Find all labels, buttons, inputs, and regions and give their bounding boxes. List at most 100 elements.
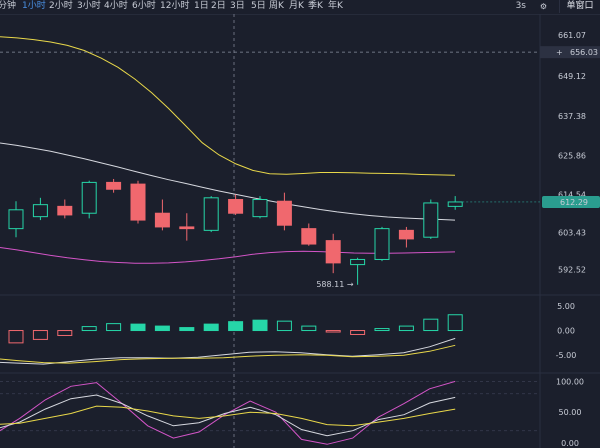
timeframe-tab-8[interactable]: 2日 [211, 1, 226, 11]
timeframe-tab-13[interactable]: 季K [308, 1, 323, 11]
candle-0 [8, 201, 24, 238]
candle-body-11 [276, 200, 292, 226]
macd-bar-16 [398, 325, 414, 332]
candle-body-16 [398, 229, 414, 240]
macd-bar-9 [228, 321, 244, 332]
interval-label: 3s [515, 1, 526, 11]
candle-body-15 [374, 228, 390, 260]
macd-dea-line [0, 344, 456, 364]
boll-upper-line [0, 36, 456, 176]
macd-bar-5 [130, 323, 146, 332]
macd-y-tick-1: 0.00 [557, 327, 575, 336]
timeframe-tab-9[interactable]: 3日 [230, 1, 245, 11]
candle-body-6 [154, 212, 170, 228]
candle-5 [130, 180, 146, 224]
kdj-y-tick-2: 0.00 [561, 439, 579, 448]
macd-bar-1 [32, 330, 48, 340]
macd-bar-8 [203, 323, 219, 332]
macd-bar-13 [325, 330, 341, 333]
macd-bar-12 [301, 325, 317, 332]
candle-4 [106, 178, 122, 193]
kdj-y-tick-1: 50.00 [559, 408, 582, 417]
current-price-tag [542, 195, 600, 208]
macd-y-tick-0: 5.00 [557, 302, 575, 311]
candle-17 [423, 199, 439, 239]
macd-bar-3 [81, 326, 97, 332]
min-price-label: 588.11 → [316, 280, 354, 289]
candle-3 [81, 180, 97, 219]
candle-body-17 [423, 202, 439, 238]
kdj-y-tick-0: 100.00 [556, 377, 584, 386]
candle-2 [57, 199, 73, 219]
candle-body-12 [301, 228, 317, 245]
kdj-k-line [0, 394, 456, 437]
main-y-tick-0: 661.07 [558, 31, 586, 40]
candle-body-3 [81, 181, 97, 214]
candle-body-2 [57, 205, 73, 216]
main-y-tick-2: 637.38 [558, 112, 586, 121]
timeframe-tab-10[interactable]: 5日 [251, 1, 266, 11]
candle-8 [203, 196, 219, 233]
macd-bar-10 [252, 319, 268, 332]
candle-15 [374, 226, 390, 262]
candle-6 [154, 199, 170, 231]
candle-body-18 [447, 201, 463, 207]
macd-bar-17 [423, 318, 439, 332]
grid [0, 14, 600, 448]
boll-mid-line [0, 142, 456, 221]
candle-12 [301, 223, 317, 246]
kdj-j-line [0, 380, 456, 445]
kdj-d-line [0, 405, 456, 427]
macd-bar-11 [276, 320, 292, 332]
macd-bar-14 [350, 330, 366, 335]
candle-13 [325, 233, 341, 274]
crosshair-price-box [540, 46, 600, 59]
timeframe-tab-11[interactable]: 周K [269, 1, 284, 11]
macd-bar-7 [179, 327, 195, 332]
timeframe-tab-7[interactable]: 1日 [194, 1, 209, 11]
macd-y-tick-2: -5.00 [556, 351, 577, 360]
candle-body-0 [8, 209, 24, 230]
timeframe-tab-12[interactable]: 月K [289, 1, 304, 11]
timeframe-tab-3[interactable]: 3小时 [77, 1, 101, 11]
macd-bar-6 [154, 325, 170, 332]
candle-body-7 [179, 226, 195, 230]
candle-body-14 [350, 258, 366, 266]
main-y-tick-3: 625.86 [558, 151, 586, 160]
candle-16 [398, 226, 414, 248]
macd-bar-2 [57, 330, 73, 336]
crosshair-plus-icon: + [556, 48, 563, 57]
main-y-tick-1: 649.12 [558, 72, 586, 81]
timeframe-tab-5[interactable]: 6小时 [132, 1, 156, 11]
current-price-label: 612.29 [560, 198, 588, 207]
window-mode-button[interactable]: 单窗口 [559, 0, 600, 13]
macd-bar-4 [106, 323, 122, 332]
candle-10 [252, 196, 268, 219]
candle-body-1 [32, 204, 48, 218]
candle-1 [32, 197, 48, 221]
macd-bar-0 [8, 330, 24, 344]
macd-dif-line [0, 337, 456, 365]
window-mode-label: 单窗口 [566, 1, 594, 11]
main-y-tick-6: 592.52 [558, 266, 586, 275]
macd-bar-18 [447, 314, 463, 332]
candle-body-10 [252, 199, 268, 218]
settings-icon[interactable]: ⚙ [539, 2, 547, 11]
candle-body-4 [106, 181, 122, 190]
timeframe-tab-6[interactable]: 12小时 [160, 1, 190, 11]
timeframe-tab-14[interactable]: 年K [328, 1, 343, 11]
timeframe-tab-1[interactable]: 1小时 [22, 1, 46, 11]
candle-body-9 [228, 199, 244, 214]
candle-7 [179, 213, 195, 241]
timeframe-toolbar: 3s ⚙ 单窗口 分钟 1小时 2小时 3小时 4小时 6小时 12小时 1日 2日 3日 5日 周K… [0, 0, 600, 15]
main-y-tick-5: 603.43 [558, 228, 586, 237]
macd-bar-15 [374, 328, 390, 332]
candle-body-8 [203, 197, 219, 231]
candle-11 [276, 192, 292, 231]
timeframe-tab-2[interactable]: 2小时 [49, 1, 73, 11]
timeframe-tab-4[interactable]: 4小时 [104, 1, 128, 11]
candle-14 [350, 257, 366, 285]
candles [8, 178, 463, 285]
timeframe-tab-0[interactable]: 分钟 [0, 1, 17, 11]
